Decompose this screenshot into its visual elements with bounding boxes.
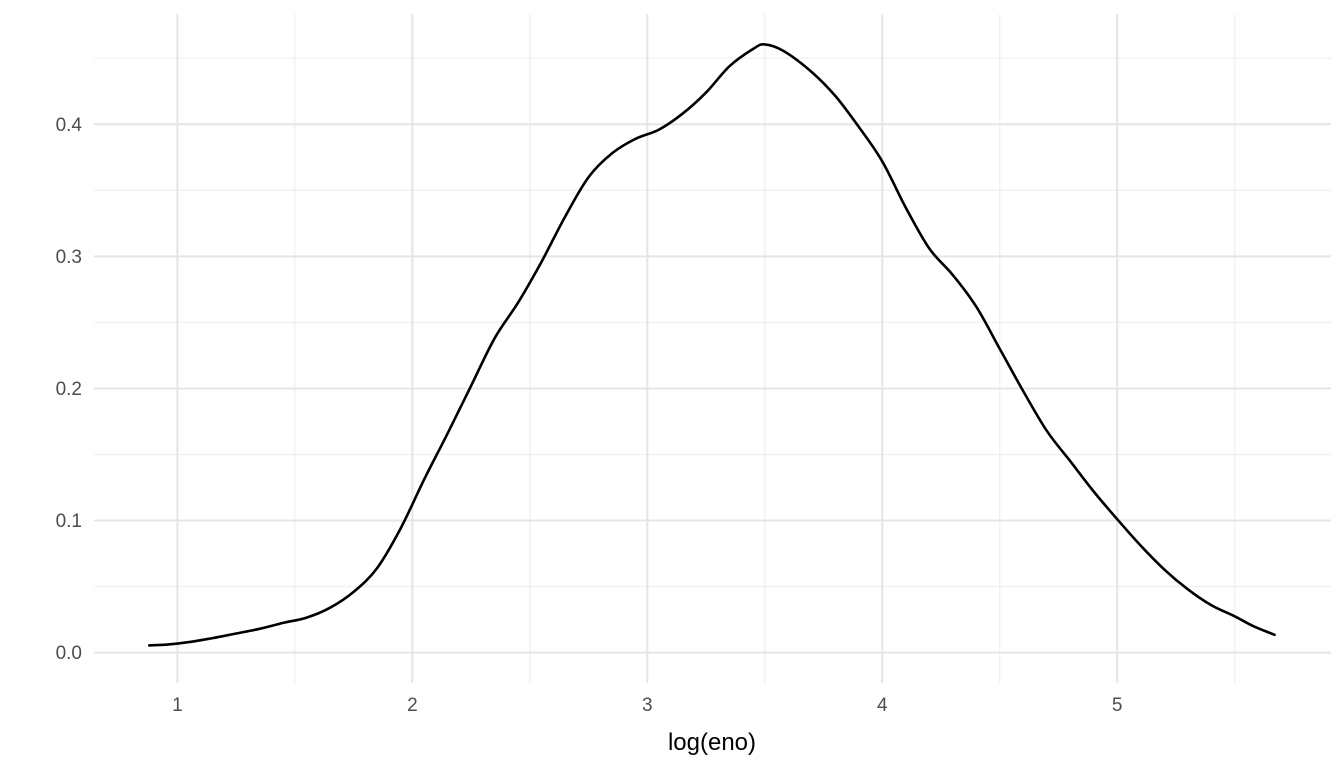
x-axis-tick-labels: 1 2 3 4 5 — [172, 695, 1122, 716]
y-tick-label: 0.1 — [56, 511, 82, 532]
grid-minor-lines — [94, 14, 1331, 683]
density-curve — [147, 43, 1276, 647]
x-tick-label: 2 — [407, 695, 418, 716]
x-tick-label: 5 — [1112, 695, 1123, 716]
x-tick-label: 3 — [642, 695, 653, 716]
x-tick-label: 4 — [877, 695, 888, 716]
y-tick-label: 0.4 — [56, 115, 83, 136]
density-curve-layer — [147, 43, 1276, 647]
y-tick-label: 0.2 — [56, 379, 82, 400]
grid-major-lines — [94, 14, 1331, 683]
x-axis-title: log(eno) — [668, 729, 756, 756]
y-tick-label: 0.0 — [56, 643, 82, 664]
y-axis-tick-labels: 0.0 0.1 0.2 0.3 0.4 — [56, 115, 83, 664]
x-tick-label: 1 — [172, 695, 183, 716]
y-tick-label: 0.3 — [56, 247, 82, 268]
